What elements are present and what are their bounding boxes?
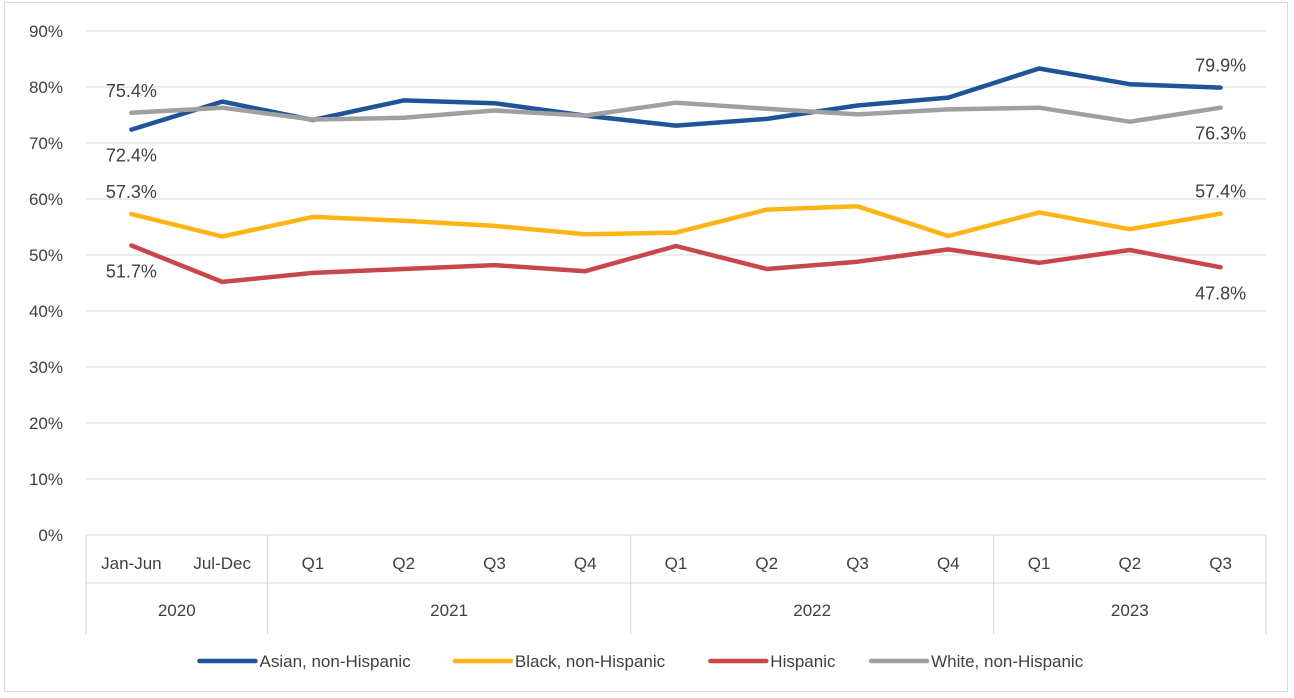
chart-frame <box>4 2 1288 692</box>
x-tick-label: Q3 <box>846 554 869 573</box>
series-line <box>129 243 1223 285</box>
series-line <box>129 100 1223 124</box>
data-label: 76.3% <box>1195 124 1246 144</box>
y-tick-label: 10% <box>29 470 63 489</box>
x-tick-label: Q2 <box>1119 554 1142 573</box>
x-tick-label: Q3 <box>483 554 506 573</box>
data-label: 57.4% <box>1195 182 1246 202</box>
x-group-label: 2023 <box>1111 601 1149 620</box>
x-tick-label: Q1 <box>302 554 325 573</box>
legend-label: Black, non-Hispanic <box>515 652 666 671</box>
x-tick-label: Q1 <box>1028 554 1051 573</box>
series-line <box>129 66 1223 132</box>
y-tick-label: 70% <box>29 134 63 153</box>
y-tick-label: 90% <box>29 22 63 41</box>
y-tick-label: 60% <box>29 190 63 209</box>
y-tick-label: 30% <box>29 358 63 377</box>
y-tick-label: 20% <box>29 414 63 433</box>
data-label: 47.8% <box>1195 283 1246 303</box>
x-tick-label: Q2 <box>392 554 415 573</box>
data-label: 72.4% <box>106 146 157 166</box>
y-tick-label: 50% <box>29 246 63 265</box>
legend-label: White, non-Hispanic <box>931 652 1084 671</box>
legend-label: Asian, non-Hispanic <box>260 652 412 671</box>
data-label: 51.7% <box>106 261 157 281</box>
legend-label: Hispanic <box>770 652 836 671</box>
x-tick-label: Q4 <box>937 554 960 573</box>
x-tick-label: Q3 <box>1209 554 1232 573</box>
x-tick-label: Jan-Jun <box>101 554 161 573</box>
x-group-label: 2020 <box>158 601 196 620</box>
x-group-label: 2021 <box>430 601 468 620</box>
series-line <box>129 204 1223 239</box>
y-tick-label: 40% <box>29 302 63 321</box>
x-tick-label: Jul-Dec <box>193 554 251 573</box>
x-tick-label: Q4 <box>574 554 597 573</box>
y-tick-label: 80% <box>29 78 63 97</box>
data-label: 79.9% <box>1195 56 1246 76</box>
x-tick-label: Q2 <box>755 554 778 573</box>
data-label: 57.3% <box>106 182 157 202</box>
x-tick-label: Q1 <box>665 554 688 573</box>
data-label: 75.4% <box>106 81 157 101</box>
y-tick-label: 0% <box>38 526 63 545</box>
x-group-label: 2022 <box>793 601 831 620</box>
